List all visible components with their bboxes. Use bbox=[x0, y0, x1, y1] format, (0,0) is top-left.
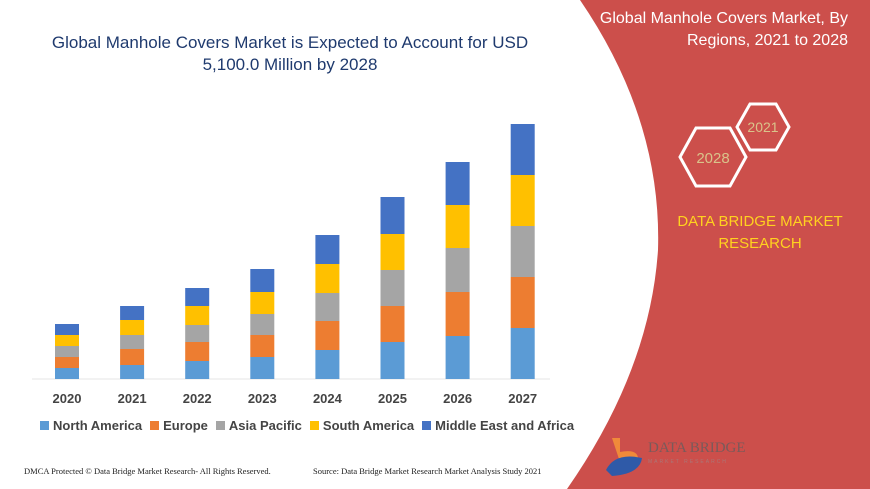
bar-2022-europe bbox=[185, 342, 210, 361]
bar-2026-asia-pacific bbox=[445, 248, 470, 292]
chart-title: Global Manhole Covers Market is Expected… bbox=[51, 33, 529, 74]
legend-swatch bbox=[422, 421, 432, 430]
bar-2027-middle-east-and-africa bbox=[510, 124, 535, 175]
legend-swatch bbox=[309, 421, 319, 430]
side-panel-title: Global Manhole Covers Market, By Regions… bbox=[599, 10, 848, 49]
hex-year-2021: 2021 bbox=[747, 119, 778, 135]
bar-2027-asia-pacific bbox=[510, 226, 535, 277]
bar-2021-middle-east-and-africa bbox=[120, 306, 145, 320]
legend-item: Europe bbox=[150, 418, 208, 433]
bar-2020-middle-east-and-africa bbox=[55, 324, 79, 335]
legend-item: Asia Pacific bbox=[215, 418, 302, 433]
bar-2027-north-america bbox=[510, 328, 535, 379]
brand-name: DATA BRIDGE MARKET RESEARCH bbox=[677, 213, 843, 252]
x-tick-2022: 2022 bbox=[183, 391, 212, 406]
bar-2023-middle-east-and-africa bbox=[250, 269, 275, 292]
bar-2021-south-america bbox=[120, 320, 145, 335]
hexagon-icons bbox=[678, 102, 791, 188]
bar-2022-north-america bbox=[185, 361, 210, 379]
legend-item: South America bbox=[309, 418, 415, 433]
bar-2023-asia-pacific bbox=[250, 314, 275, 335]
bar-2025-middle-east-and-africa bbox=[380, 197, 405, 234]
x-tick-2024: 2024 bbox=[313, 391, 343, 406]
x-tick-2020: 2020 bbox=[53, 391, 82, 406]
x-tick-2026: 2026 bbox=[443, 391, 472, 406]
bar-2023-north-america bbox=[250, 357, 275, 379]
bar-2026-north-america bbox=[445, 336, 470, 379]
bar-2024-north-america bbox=[315, 350, 340, 379]
legend-label: Asia Pacific bbox=[228, 418, 302, 433]
logo-mark-icon bbox=[606, 438, 642, 476]
bars bbox=[55, 124, 535, 379]
bar-2027-europe bbox=[510, 277, 535, 328]
x-tick-2023: 2023 bbox=[248, 391, 277, 406]
bar-2023-south-america bbox=[250, 292, 275, 314]
legend-label: Middle East and Africa bbox=[435, 418, 575, 433]
bar-2022-middle-east-and-africa bbox=[185, 288, 210, 306]
bar-2025-europe bbox=[380, 306, 405, 342]
bar-2021-north-america bbox=[120, 365, 145, 379]
hexagon-2021-icon bbox=[735, 102, 791, 152]
bar-2023-europe bbox=[250, 335, 275, 357]
x-tick-2027: 2027 bbox=[508, 391, 537, 406]
side-panel-background bbox=[567, 0, 870, 489]
bar-2024-asia-pacific bbox=[315, 293, 340, 321]
legend-label: Europe bbox=[163, 418, 208, 433]
logo-subtext: MARKET RESEARCH bbox=[648, 459, 728, 465]
bar-2024-middle-east-and-africa bbox=[315, 235, 340, 264]
bar-2024-europe bbox=[315, 321, 340, 350]
bar-2020-north-america bbox=[55, 368, 79, 379]
bar-2024-south-america bbox=[315, 264, 340, 293]
footer-source: Source: Data Bridge Market Research Mark… bbox=[313, 466, 542, 476]
x-tick-2021: 2021 bbox=[118, 391, 147, 406]
bar-2027-south-america bbox=[510, 175, 535, 226]
bar-2020-asia-pacific bbox=[55, 346, 79, 357]
hexagon-2028-icon bbox=[678, 126, 748, 188]
bar-2021-asia-pacific bbox=[120, 335, 145, 349]
logo-text: DATA BRIDGE bbox=[648, 440, 746, 456]
legend-swatch bbox=[40, 421, 49, 430]
legend-swatch bbox=[215, 421, 225, 430]
bar-2020-europe bbox=[55, 357, 79, 368]
footer-copyright: DMCA Protected © Data Bridge Market Rese… bbox=[24, 466, 271, 476]
bar-2025-asia-pacific bbox=[380, 270, 405, 306]
x-tick-2025: 2025 bbox=[378, 391, 407, 406]
bar-2022-asia-pacific bbox=[185, 325, 210, 342]
bar-2026-middle-east-and-africa bbox=[445, 162, 470, 205]
bar-2026-europe bbox=[445, 292, 470, 336]
legend-label: South America bbox=[322, 418, 415, 433]
bar-2025-north-america bbox=[380, 342, 405, 379]
legend-item: North America bbox=[40, 418, 142, 433]
hex-year-2028: 2028 bbox=[696, 150, 729, 167]
legend-label: North America bbox=[53, 418, 143, 433]
bar-2020-south-america bbox=[55, 335, 79, 346]
bar-2021-europe bbox=[120, 349, 145, 365]
legend: North America Europe Asia Pacific South Ame… bbox=[40, 418, 574, 433]
legend-swatch bbox=[150, 421, 160, 430]
x-tick-labels: 2020 2021 2022 2023 2024 2025 2026 2027 bbox=[53, 391, 538, 406]
bar-2026-south-america bbox=[445, 205, 470, 248]
bar-2025-south-america bbox=[380, 234, 405, 270]
legend-item: Middle East and Africa bbox=[422, 418, 574, 433]
bar-2022-south-america bbox=[185, 306, 210, 325]
